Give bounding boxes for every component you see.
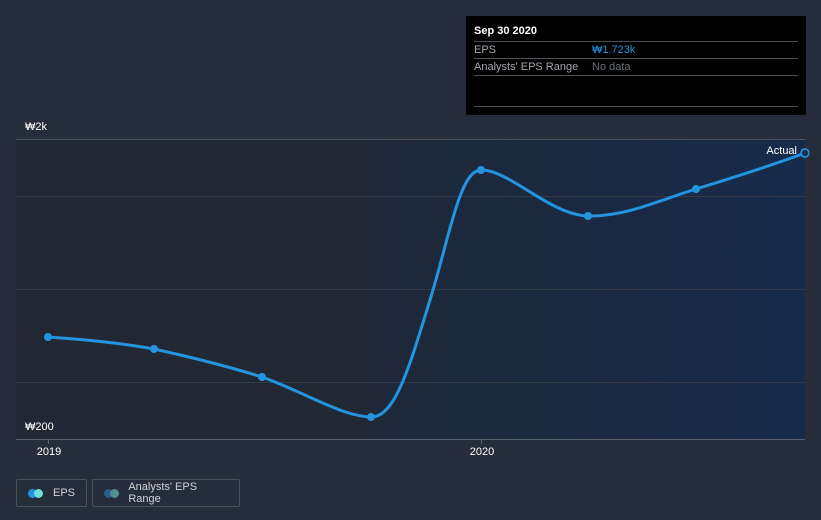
legend-label-eps: EPS	[52, 487, 75, 499]
actual-annotation: Actual	[766, 145, 797, 157]
eps-point-actual-half	[801, 149, 809, 157]
eps-point[interactable]	[258, 373, 266, 381]
legend-item-eps[interactable]: EPS	[16, 479, 87, 507]
legend-item-analysts-eps-range[interactable]: Analysts' EPS Range	[92, 479, 240, 507]
eps-line	[46, 151, 807, 419]
eps-point[interactable]	[367, 413, 375, 421]
tooltip-eps-value: ₩1.723k	[592, 44, 636, 56]
tooltip-row-range: Analysts' EPS Range No data	[474, 59, 798, 76]
tooltip-date: Sep 30 2020	[474, 16, 798, 42]
tooltip-row-eps: EPS ₩1.723k	[474, 42, 798, 59]
eps-point[interactable]	[477, 166, 485, 174]
x-axis-label-2020: 2020	[469, 446, 495, 458]
x-axis-label-2019: 2019	[36, 446, 62, 458]
eps-point[interactable]	[150, 345, 158, 353]
legend-label-analysts-eps-range: Analysts' EPS Range	[128, 481, 198, 505]
eps-point[interactable]	[692, 185, 700, 193]
tooltip-range-label: Analysts' EPS Range	[474, 61, 579, 73]
tooltip: Sep 30 2020 EPS ₩1.723k Analysts' EPS Ra…	[466, 16, 806, 115]
eps-point[interactable]	[584, 212, 592, 220]
eps-point[interactable]	[44, 333, 52, 341]
chart-right-margin	[806, 139, 821, 440]
tooltip-range-value: No data	[592, 61, 631, 73]
range-legend-icon	[104, 488, 119, 498]
y-axis-label-bottom: ₩200	[25, 421, 54, 433]
eps-legend-icon	[28, 488, 44, 498]
legend: EPS Analysts' EPS Range	[16, 479, 240, 507]
tooltip-eps-label: EPS	[474, 44, 497, 56]
tooltip-divider	[474, 106, 798, 107]
y-axis-label-top: ₩2k	[25, 121, 47, 133]
